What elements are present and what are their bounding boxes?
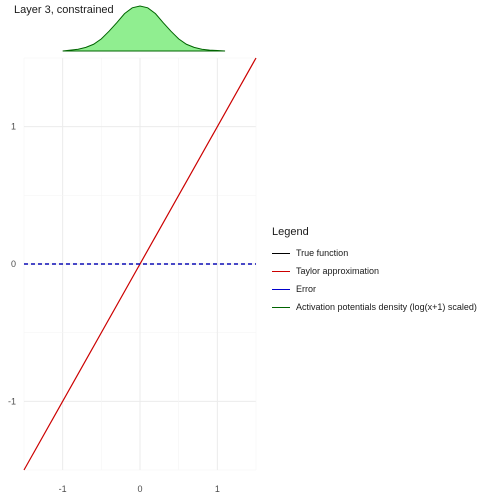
y-tick-label: 1: [11, 122, 16, 132]
x-tick-label: -1: [59, 484, 67, 494]
legend-label-true-function: True function: [296, 248, 349, 258]
chart-title: Layer 3, constrained: [14, 4, 114, 16]
y-tick-label: 0: [11, 259, 16, 269]
legend-key-error: [272, 288, 290, 290]
legend: Legend True function Taylor approximatio…: [272, 226, 477, 316]
legend-key-density: [272, 306, 290, 308]
legend-title: Legend: [272, 226, 309, 238]
legend-key-true-function: [272, 252, 290, 254]
y-tick-label: -1: [8, 396, 16, 406]
legend-key-taylor-approximation: [272, 270, 290, 272]
legend-item-taylor-approximation: Taylor approximation: [272, 262, 477, 280]
legend-label-density: Activation potentials density (log(x+1) …: [296, 302, 477, 312]
legend-item-error: Error: [272, 280, 477, 298]
legend-label-error: Error: [296, 284, 316, 294]
legend-item-density: Activation potentials density (log(x+1) …: [272, 298, 477, 316]
x-tick-label: 0: [137, 484, 142, 494]
legend-label-taylor-approximation: Taylor approximation: [296, 266, 380, 276]
x-tick-label: 1: [215, 484, 220, 494]
legend-item-true-function: True function: [272, 244, 477, 262]
density-area: [62, 5, 226, 52]
